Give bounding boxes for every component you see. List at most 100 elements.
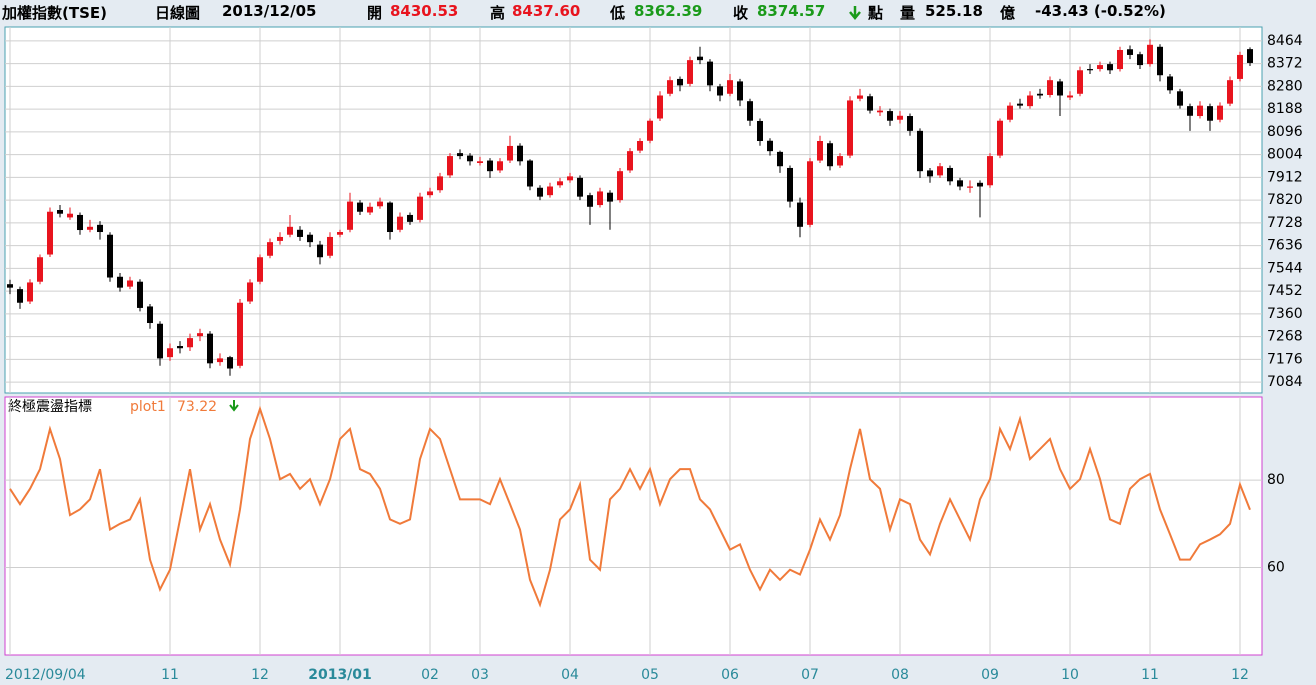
candle-body bbox=[457, 153, 463, 157]
candle-body bbox=[1127, 49, 1133, 55]
candle-body bbox=[1057, 81, 1063, 96]
period: 日線圖 bbox=[155, 4, 201, 22]
candle-body bbox=[277, 236, 283, 241]
candle-body bbox=[347, 201, 353, 230]
candle-body bbox=[1037, 93, 1043, 96]
candle-body bbox=[1187, 106, 1193, 116]
candle-body bbox=[427, 191, 433, 196]
candle-body bbox=[627, 151, 633, 171]
y-tick-label: 7452 bbox=[1267, 283, 1303, 299]
x-tick-label: 05 bbox=[641, 667, 659, 683]
candle-body bbox=[957, 180, 963, 187]
label: 低 bbox=[610, 4, 626, 22]
candle-body bbox=[1207, 106, 1213, 121]
y-tick-label: 7912 bbox=[1267, 169, 1303, 185]
candle-body bbox=[577, 177, 583, 197]
candle-body bbox=[377, 201, 383, 207]
candle-body bbox=[57, 210, 63, 214]
candle-body bbox=[937, 166, 943, 176]
candle-body bbox=[357, 202, 363, 212]
candle-body bbox=[447, 156, 453, 176]
candle-body bbox=[927, 170, 933, 177]
candle-body bbox=[67, 213, 73, 218]
x-tick-label: 09 bbox=[981, 667, 999, 683]
candle-body bbox=[37, 257, 43, 282]
candle-body bbox=[177, 346, 183, 349]
candle-body bbox=[207, 333, 213, 364]
candle-body bbox=[557, 181, 563, 186]
candle-body bbox=[637, 141, 643, 151]
candle-body bbox=[127, 280, 133, 287]
candle-body bbox=[367, 206, 373, 213]
candle-body bbox=[537, 187, 543, 197]
date: 2013/12/05 bbox=[222, 2, 317, 20]
title: 加權指數(TSE) bbox=[2, 4, 107, 22]
candle-body bbox=[1197, 105, 1203, 117]
candle-body bbox=[147, 306, 153, 324]
x-tick-label: 08 bbox=[891, 667, 909, 683]
y-tick-label: 8464 bbox=[1267, 33, 1303, 49]
close: 8374.57 bbox=[757, 2, 826, 20]
candle-body bbox=[1077, 70, 1083, 94]
candle-body bbox=[767, 140, 773, 152]
candle-body bbox=[837, 156, 843, 166]
candle-body bbox=[327, 236, 333, 256]
candle-body bbox=[997, 120, 1003, 156]
candle-body bbox=[1007, 105, 1013, 120]
y-tick-label: 7268 bbox=[1267, 329, 1303, 345]
oscillator-panel bbox=[4, 396, 1263, 656]
candle-body bbox=[747, 101, 753, 121]
candle-body bbox=[1027, 95, 1033, 107]
x-tick-label: 03 bbox=[471, 667, 489, 683]
candle-body bbox=[217, 358, 223, 363]
unit: 億 bbox=[1000, 4, 1016, 22]
y-tick-label: 7084 bbox=[1267, 374, 1303, 390]
candle-body bbox=[1047, 80, 1053, 96]
candle-body bbox=[407, 214, 413, 222]
indicator-title: 終極震盪指標 bbox=[8, 399, 92, 415]
candle-body bbox=[947, 167, 953, 182]
candle-body bbox=[987, 156, 993, 186]
candle-body bbox=[1177, 91, 1183, 106]
y-tick-label: 7544 bbox=[1267, 260, 1303, 276]
y-tick-label: 7820 bbox=[1267, 192, 1303, 208]
candle-body bbox=[1097, 65, 1103, 70]
candle-body bbox=[397, 216, 403, 230]
candle-body bbox=[467, 155, 473, 162]
candle-body bbox=[797, 202, 803, 227]
candle-body bbox=[137, 281, 143, 308]
y-tick-label: 7176 bbox=[1267, 351, 1303, 367]
candle-body bbox=[487, 160, 493, 172]
candle-body bbox=[607, 192, 613, 202]
legend-name: plot1 bbox=[130, 399, 166, 415]
candle-body bbox=[777, 151, 783, 167]
price-panel bbox=[4, 26, 1263, 394]
candle-body bbox=[827, 143, 833, 167]
candle-body bbox=[167, 348, 173, 358]
candle-body bbox=[897, 115, 903, 120]
candle-body bbox=[117, 276, 123, 288]
candle-body bbox=[437, 176, 443, 191]
legend-value: 73.22 bbox=[177, 399, 217, 415]
candle-body bbox=[587, 195, 593, 207]
candle-body bbox=[337, 232, 343, 235]
candle-body bbox=[287, 226, 293, 235]
candle-body bbox=[707, 61, 713, 86]
y-tick-label: 8188 bbox=[1267, 101, 1303, 117]
change: -43.43 (-0.52%) bbox=[1035, 2, 1166, 20]
candle-body bbox=[237, 302, 243, 366]
candle-body bbox=[817, 141, 823, 161]
candle-body bbox=[697, 56, 703, 61]
candle-body bbox=[907, 116, 913, 131]
x-tick-label: 2013/01 bbox=[308, 667, 372, 683]
candle-body bbox=[247, 282, 253, 302]
y-tick-label: 8004 bbox=[1267, 147, 1303, 163]
x-tick-label: 12 bbox=[1231, 667, 1249, 683]
candle-body bbox=[547, 186, 553, 196]
candle-body bbox=[387, 202, 393, 233]
candle-body bbox=[497, 161, 503, 171]
candle-body bbox=[317, 244, 323, 258]
candle-body bbox=[917, 130, 923, 172]
candle-body bbox=[857, 95, 863, 99]
candle-body bbox=[517, 145, 523, 162]
